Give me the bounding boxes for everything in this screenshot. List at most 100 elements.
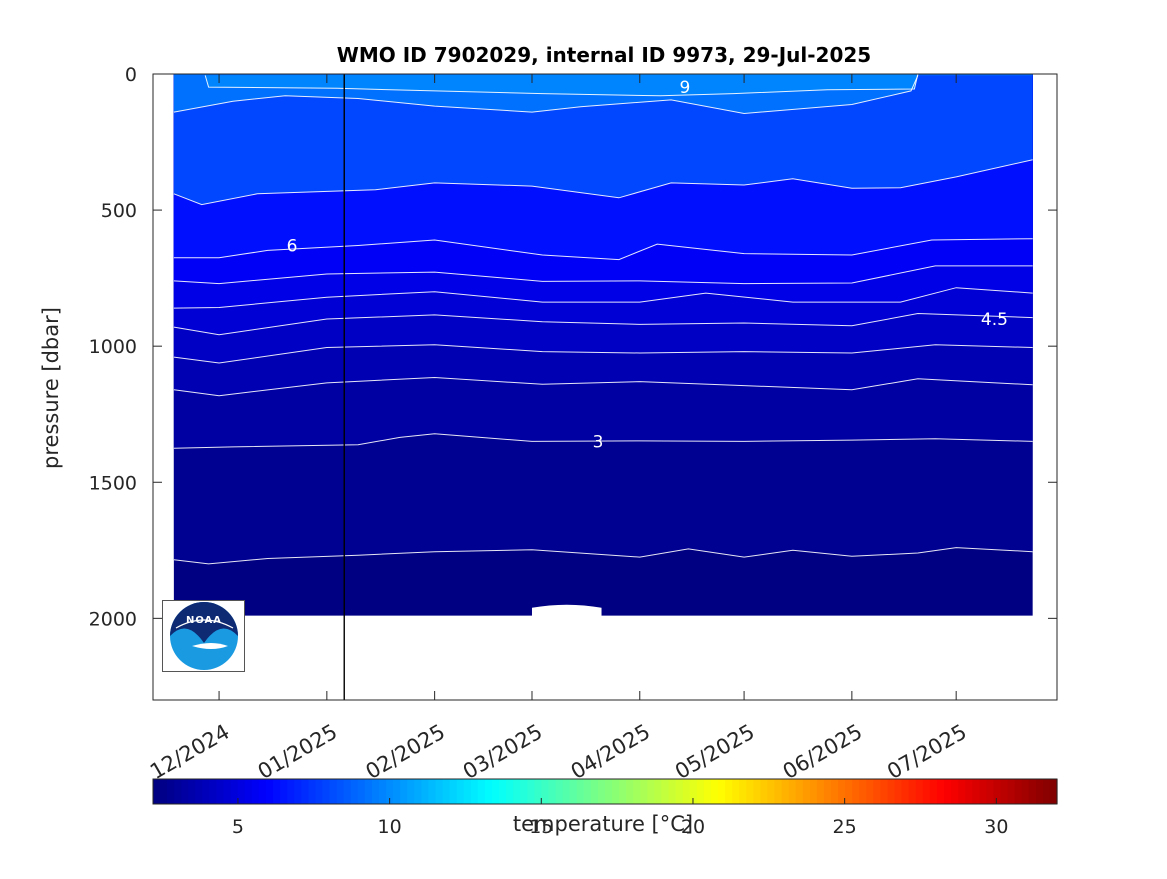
contour-labels: 964.53 [287,78,1008,452]
colorbar-cell [675,779,684,804]
colorbar-cell [689,779,698,804]
colorbar-cell [371,779,380,804]
colorbar-cell [852,779,860,804]
colorbar-cell [922,779,931,804]
data-gaps [531,604,602,620]
colorbar-cell [562,779,571,804]
colorbar-cell [774,779,783,804]
colorbar-cell [845,779,853,804]
colorbar-cell [739,779,747,804]
colorbar-cell [859,779,867,804]
colorbar-cell [640,779,648,804]
isotherm-line [173,238,1033,261]
isotherm-line [173,159,1033,206]
temperature-layer [205,74,918,96]
colorbar-cell [965,779,973,804]
isotherm-line [173,75,919,115]
colorbar-cell [951,779,959,804]
colorbar-cell [407,779,415,804]
colorbar-cell [894,779,903,804]
colorbar-cell [442,779,451,804]
y-tick-label: 1500 [89,472,137,494]
colorbar-tick-label: 25 [833,816,857,838]
colorbar-cell [626,779,634,804]
colorbar-cell [386,779,394,804]
colorbar-cell [484,779,493,804]
isotherm-line [173,312,1033,336]
colorbar-cell [350,779,359,804]
colorbar-cell [202,779,211,804]
colorbar-cell [583,779,592,804]
colorbar-cell [435,779,444,804]
colorbar-cell [534,779,543,804]
contour-label: 3 [593,432,604,452]
colorbar-cell [294,779,302,804]
colorbar-cell [958,779,966,804]
colorbar: 5 10 15 20 25 30 temperature [°C] [152,778,1058,838]
x-tick-label: 03/2025 [459,720,547,784]
colorbar-tick-label: 5 [232,816,244,838]
colorbar-cell [781,779,790,804]
colorbar-cell [555,779,564,804]
isotherm-line [173,287,1033,309]
colorbar-cell [986,779,995,804]
colorbar-gradient [153,779,1058,804]
colorbar-cell [308,779,317,804]
colorbar-cell [590,779,599,804]
colorbar-cell [449,779,458,804]
colorbar-cell [1028,779,1037,804]
y-axis-label: pressure [dbar] [39,307,63,469]
colorbar-label: temperature [°C] [513,812,693,836]
colorbar-cell [576,779,585,804]
noaa-logo: NOAA [162,600,245,672]
colorbar-cell [732,779,740,804]
colorbar-cell [612,779,620,804]
colorbar-cell [682,779,691,804]
colorbar-cell [216,779,225,804]
colorbar-cell [266,779,274,804]
colorbar-cell [421,779,430,804]
colorbar-cell [725,779,733,804]
colorbar-cell [710,779,719,804]
colorbar-cell [767,779,776,804]
isotherm-line [173,265,1033,285]
colorbar-cell [1014,779,1023,804]
colorbar-cell [513,779,521,804]
colorbar-cell [915,779,924,804]
colorbar-cell [499,779,507,804]
y-axis: 0 500 1000 1500 2000 [89,64,1057,630]
y-tick-label: 1000 [89,336,137,358]
isotherm-lines [173,74,1033,565]
colorbar-cell [647,779,656,804]
colorbar-cell [972,779,980,804]
colorbar-cell [605,779,613,804]
colorbar-cell [1007,779,1016,804]
isotherm-line [204,74,919,97]
colorbar-cell [364,779,373,804]
colorbar-cell [993,779,1002,804]
colorbar-cell [788,779,797,804]
colorbar-cell [746,779,754,804]
colorbar-cell [393,779,401,804]
colorbar-cell [456,779,465,804]
colorbar-tick-label: 30 [984,816,1008,838]
colorbar-cell [668,779,677,804]
colorbar-cell [541,779,550,804]
colorbar-cell [244,779,253,804]
colorbar-cell [188,779,196,804]
x-tick-label: 12/2024 [146,720,234,784]
colorbar-cell [1049,779,1058,804]
colorbar-cell [428,779,437,804]
colorbar-cell [329,779,338,804]
isotherm-line [173,433,1033,449]
colorbar-cell [336,779,345,804]
isotherm-line [173,376,1033,397]
colorbar-cell [569,779,578,804]
y-tick-label: 2000 [89,608,137,630]
colorbar-cell [1035,779,1044,804]
colorbar-cell [400,779,408,804]
colorbar-cell [809,779,818,804]
colorbar-cell [301,779,309,804]
colorbar-cell [251,779,260,804]
